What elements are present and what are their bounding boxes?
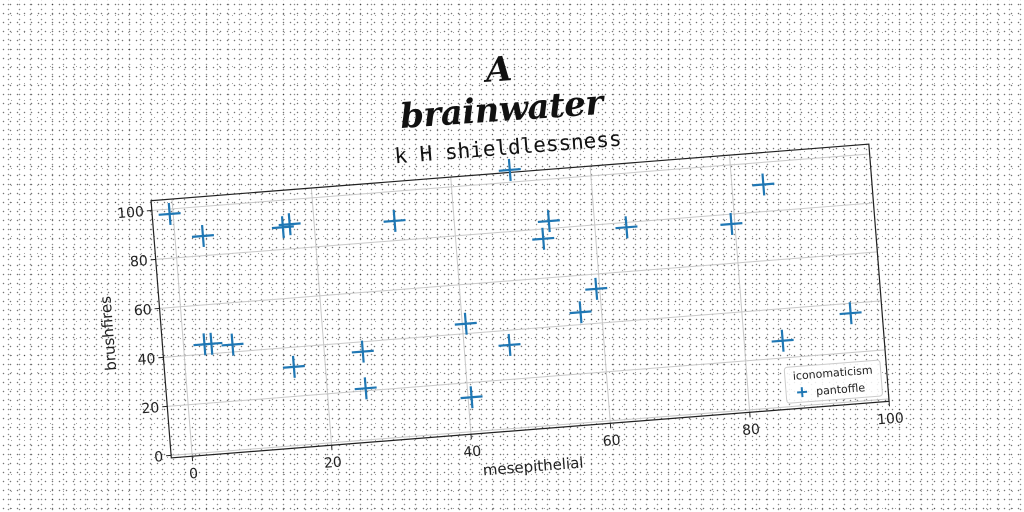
grid-line-y [163,300,882,358]
grid-line-x [310,187,333,446]
grid-line-x [589,166,611,424]
data-point [839,302,862,325]
x-tick-label: 40 [463,444,482,461]
data-point [383,209,406,232]
x-tick-label: 0 [189,466,199,483]
data-point [191,224,214,248]
data-point [752,173,775,196]
grid-line-y [167,349,886,407]
grid-line-x [171,198,193,457]
data-point [537,210,560,233]
y-tick-label: 20 [141,400,160,417]
y-tick-label: 80 [129,253,148,270]
data-point [354,377,377,400]
data-point [585,277,608,300]
chart-title: k H shieldlessness [394,127,623,169]
grid-line-y [171,398,889,456]
x-axis-ticks: 0 20 40 60 80 100 [189,401,905,483]
data-point [158,202,181,226]
x-axis-label: mesepithelial [482,454,584,480]
data-point [454,312,477,335]
legend-entry: pantoffle [816,381,866,398]
x-tick-label: 100 [877,410,905,428]
data-point [498,333,521,357]
x-tick-label: 80 [742,422,761,439]
data-point [200,332,223,355]
x-tick-label: 20 [323,454,342,471]
x-tick-label: 60 [602,433,621,450]
data-point [271,216,294,239]
data-point [532,227,555,250]
y-axis-ticks: 0 20 40 60 80 100 [117,204,172,466]
data-point [771,329,794,352]
data-point [282,355,305,378]
y-tick-label: 40 [137,351,156,368]
grid-line-y [151,153,870,211]
grid [151,144,890,457]
y-tick-label: 60 [133,302,152,319]
legend-box [783,359,883,404]
legend-marker [797,387,808,398]
legend-title: iconomaticism [792,364,873,383]
data-points [158,158,862,409]
grid-line-x [450,177,472,435]
data-point [351,340,374,363]
plot-frame [150,143,890,459]
grid-line-y [155,202,874,260]
data-point [460,386,483,409]
grid-line-y [159,251,878,309]
grid-line-x [728,155,751,413]
y-tick-label: 0 [154,449,164,466]
data-point [615,216,638,239]
plot-area: 0 20 40 60 80 100 0 20 40 60 80 100 iconomaticismp… [96,127,905,483]
data-point [278,213,301,236]
data-point [221,333,244,356]
data-point [569,301,592,324]
data-point [498,158,521,181]
y-axis-label: brushfires [96,295,120,371]
data-point [720,212,743,236]
y-tick-label: 100 [117,204,145,222]
